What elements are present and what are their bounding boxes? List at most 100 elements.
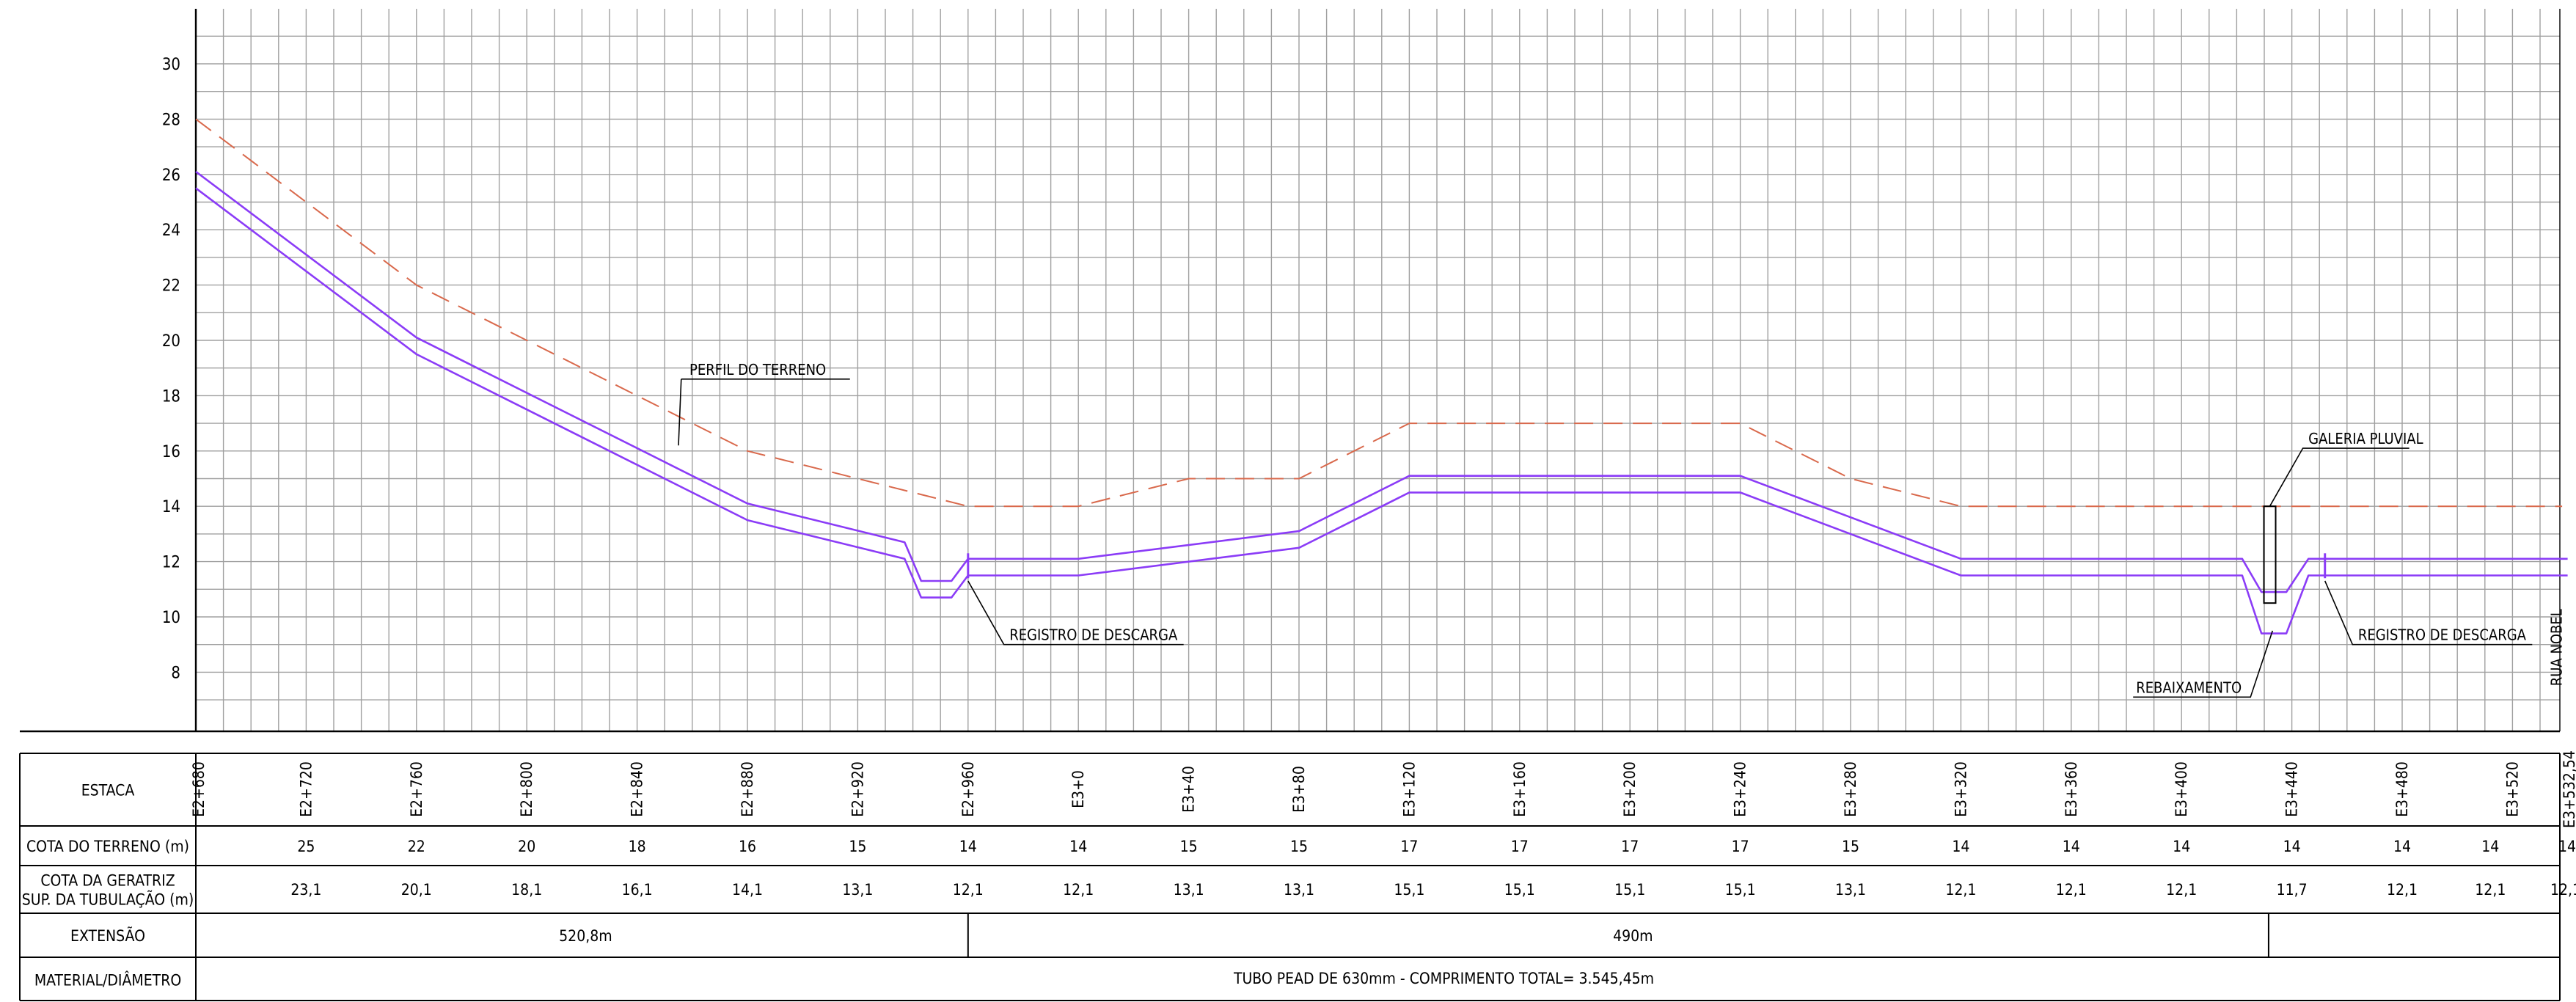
- station-label: E3+360: [2063, 761, 2080, 817]
- pipe-crown-elevation-cell: 12,1: [953, 881, 984, 899]
- station-label: E3+240: [1732, 761, 1749, 817]
- station-label: E3+440: [2283, 761, 2301, 817]
- station-label: E3+120: [1400, 761, 1418, 817]
- terrain-elevation-cell: 14: [2283, 838, 2301, 855]
- station-label: E3+400: [2173, 761, 2190, 817]
- table-row-label: COTA DA GERATRIZ: [40, 872, 175, 890]
- pipe-crown-elevation-cell: 15,1: [1614, 881, 1645, 899]
- station-label: E3+532,54: [2561, 750, 2576, 828]
- station-label: E2+720: [297, 761, 315, 817]
- terrain-elevation-cell: 14: [2063, 838, 2080, 855]
- pipe-crown-elevation-cell: 12,1: [2550, 881, 2576, 899]
- y-tick-label: 26: [162, 167, 180, 185]
- annotation-perfil-do-terreno: PERFIL DO TERRENO: [689, 361, 826, 379]
- terrain-elevation-cell: 14: [1952, 838, 1969, 855]
- pipe-crown-elevation-cell: 20,1: [401, 881, 432, 899]
- pipe-crown-elevation-cell: 15,1: [1725, 881, 1756, 899]
- y-tick-label: 20: [162, 332, 180, 351]
- pipe-line-2: [195, 187, 2568, 635]
- terrain-elevation-cell: 17: [1400, 838, 1418, 855]
- station-label: E2+800: [518, 761, 535, 817]
- y-tick-label: 24: [162, 222, 180, 240]
- station-label: E3+480: [2393, 761, 2411, 817]
- annotation-registro-de-descarga: REGISTRO DE DESCARGA: [2358, 626, 2527, 644]
- annotations: PERFIL DO TERRENO REGISTRO DE DESCARGA GAL…: [689, 361, 2566, 697]
- terrain-elevation-cell: 14: [2481, 838, 2499, 855]
- table-row-label: COTA DO TERRENO (m): [26, 838, 189, 855]
- table-row-label: SUP. DA TUBULAÇÃO (m): [22, 890, 194, 909]
- table-row-label: ESTACA: [81, 782, 135, 800]
- y-tick-label: 18: [162, 387, 180, 406]
- extension-cell: 490m: [1613, 927, 1653, 945]
- station-label: E2+960: [959, 761, 977, 817]
- pipe-crown-elevation-cell: 13,1: [1174, 881, 1204, 899]
- station-label: E3+0: [1069, 770, 1087, 808]
- y-axis-ticks: 30 28 26 24 22 20 18 16 14 12 10 8: [162, 56, 180, 682]
- plot-frame: [20, 9, 2561, 733]
- terrain-elevation-cell: 15: [1290, 838, 1308, 855]
- pipe-crown-elevation-cell: 18,1: [511, 881, 542, 899]
- terrain-elevation-cell: 15: [1842, 838, 1859, 855]
- pipe-crown-elevation-cell: 15,1: [1394, 881, 1424, 899]
- annotation-registro-de-descarga: REGISTRO DE DESCARGA: [1009, 626, 1178, 644]
- station-label: E3+320: [1952, 761, 1969, 817]
- terrain-elevation-cell: 15: [849, 838, 866, 855]
- terrain-elevation-cell: 18: [629, 838, 646, 855]
- grid: [196, 9, 2560, 731]
- pipe-crown-elevation-cell: 13,1: [842, 881, 873, 899]
- drawing-symbols: [678, 378, 2533, 698]
- pipe-crown-elevation-cell: 23,1: [290, 881, 321, 899]
- pipe-crown-elevation-cell: 12,1: [1063, 881, 1094, 899]
- terrain-elevation-cell: 14: [1069, 838, 1087, 855]
- terrain-elevation-cell: 17: [1732, 838, 1749, 855]
- pipe-line-1: [195, 170, 2568, 593]
- leader-line: [967, 580, 1184, 646]
- leader-line: [2133, 630, 2274, 698]
- station-label: E3+520: [2503, 761, 2521, 817]
- extension-cell: 520,8m: [559, 927, 612, 945]
- pipe-crown-elevation-cell: 12,1: [2387, 881, 2418, 899]
- y-tick-label: 28: [162, 111, 180, 129]
- annotation-rebaixamento: REBAIXAMENTO: [2136, 679, 2242, 696]
- station-label: E2+920: [849, 761, 866, 817]
- y-tick-label: 10: [162, 609, 180, 627]
- terrain-elevation-cell: 14: [2558, 838, 2576, 855]
- leader-line: [2269, 447, 2409, 507]
- y-tick-label: 8: [171, 664, 180, 682]
- station-label: E2+680: [190, 761, 208, 817]
- pipe-crown-elevation-cell: 14,1: [732, 881, 763, 899]
- profile-series: [195, 118, 2568, 635]
- terrain-elevation-cell: 14: [959, 838, 977, 855]
- leader-line: [2324, 580, 2533, 646]
- pipe-crown-elevation-cell: 12,1: [2056, 881, 2087, 899]
- terrain-elevation-cell: 14: [2173, 838, 2190, 855]
- annotation-rua-nobel: RUA NOBEL: [2548, 609, 2566, 686]
- terrain-elevation-cell: 16: [739, 838, 756, 855]
- terrain-elevation-cell: 20: [518, 838, 535, 855]
- pipe-crown-elevation-cell: 11,7: [2277, 881, 2308, 899]
- terrain-elevation-cell: 14: [2393, 838, 2411, 855]
- pipe-crown-elevation-cell: 12,1: [1945, 881, 1976, 899]
- terrain-profile-line: [195, 118, 2563, 508]
- table-row-label: MATERIAL/DIÂMETRO: [34, 971, 181, 990]
- station-label: E3+80: [1290, 766, 1308, 813]
- station-label: E2+760: [408, 761, 425, 817]
- station-label: E3+200: [1621, 761, 1639, 817]
- y-tick-label: 16: [162, 443, 180, 461]
- pipe-crown-elevation-cell: 13,1: [1835, 881, 1866, 899]
- y-tick-label: 30: [162, 56, 180, 74]
- terrain-elevation-cell: 25: [297, 838, 315, 855]
- station-label: E3+280: [1842, 761, 1859, 817]
- pipe-crown-elevation-cell: 16,1: [622, 881, 653, 899]
- pipe-crown-elevation-cell: 15,1: [1504, 881, 1535, 899]
- pipe-crown-elevation-cell: 12,1: [2166, 881, 2197, 899]
- leader-line: [678, 379, 682, 446]
- y-tick-label: 22: [162, 277, 180, 296]
- station-label: E2+880: [739, 761, 756, 817]
- terrain-elevation-cell: 17: [1511, 838, 1529, 855]
- station-label: E2+840: [629, 761, 646, 817]
- terrain-elevation-cell: 17: [1621, 838, 1639, 855]
- material-cell: TUBO PEAD DE 630mm - COMPRIMENTO TOTAL= …: [1233, 970, 1654, 987]
